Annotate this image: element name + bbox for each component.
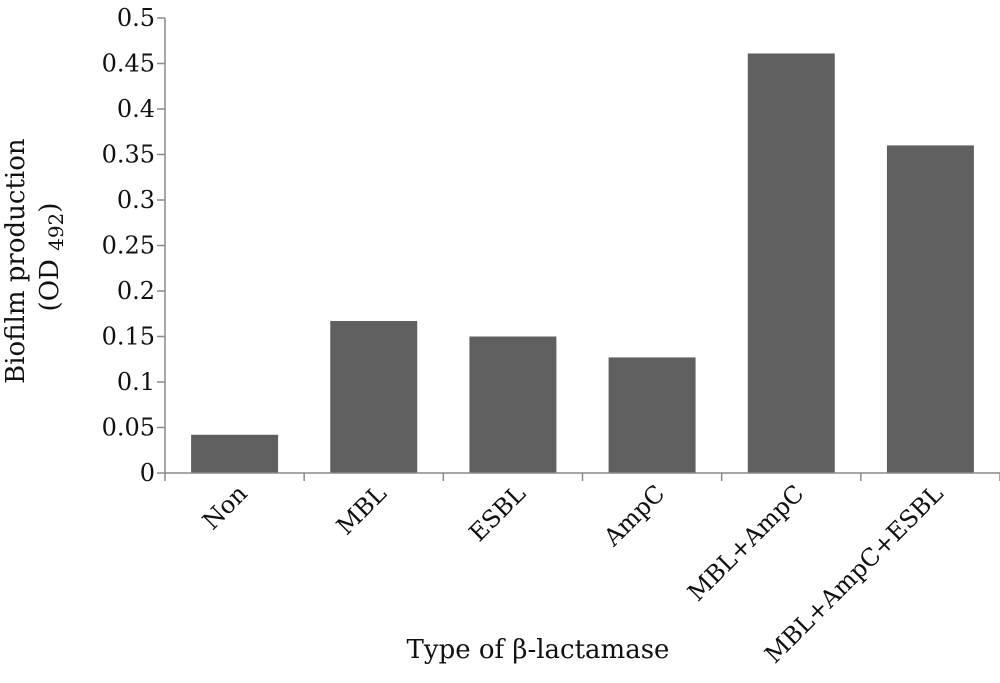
y-tick-label: 0.4 <box>117 95 155 123</box>
x-category-label: AmpC <box>598 479 671 552</box>
y-axis-title-line2-prefix: (OD <box>35 251 65 312</box>
axes <box>164 18 1000 481</box>
y-axis-title-line2-suffix: ) <box>35 203 65 213</box>
y-tick-label: 0.25 <box>102 232 155 260</box>
y-axis-title-subscript: 492 <box>44 213 68 251</box>
y-tick-label: 0.1 <box>117 368 155 396</box>
y-tick-label: 0.05 <box>102 414 155 442</box>
y-axis-ticks: 0 0.05 0.1 0.15 0.2 0.25 0.3 0.35 0.4 0.45 0.5 <box>102 4 165 487</box>
y-tick-label: 0.2 <box>117 277 155 305</box>
bar <box>330 321 418 473</box>
y-axis-title: Biofilm production (OD 492) <box>1 130 68 384</box>
y-tick-label: 0.3 <box>117 186 155 214</box>
x-category-label: MBL <box>331 479 392 540</box>
bars <box>191 53 974 474</box>
x-category-label: MBL+AmpC <box>682 479 809 606</box>
y-tick-label: 0 <box>140 459 155 487</box>
bar <box>886 145 974 473</box>
y-tick-label: 0.5 <box>117 4 155 32</box>
y-tick-label: 0.35 <box>102 141 155 169</box>
bar <box>747 53 835 474</box>
x-category-label: Non <box>197 479 253 535</box>
x-axis-title: Type of β-lactamase <box>407 635 670 665</box>
x-category-label: ESBL <box>464 479 532 547</box>
bar <box>469 336 557 473</box>
y-axis-title-line1: Biofilm production <box>1 138 31 384</box>
y-tick-label: 0.45 <box>102 50 155 78</box>
y-tick-label: 0.15 <box>102 323 155 351</box>
bar <box>608 357 696 473</box>
bar <box>191 434 279 473</box>
